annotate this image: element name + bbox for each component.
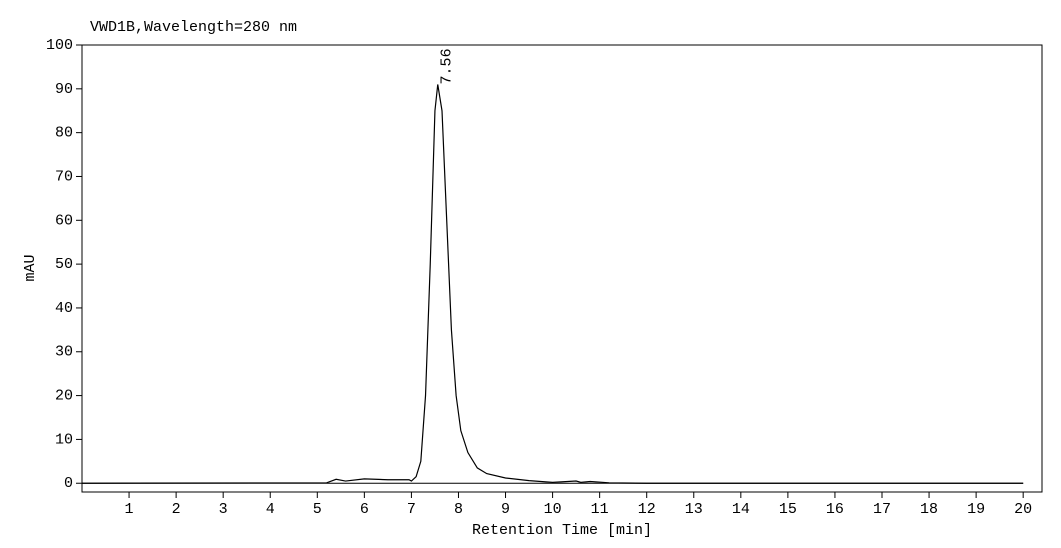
y-tick-label: 0 [64,475,73,492]
y-tick-label: 70 [55,168,73,185]
x-axis-label: Retention Time [min] [472,522,652,539]
x-tick-label: 11 [591,501,609,518]
x-tick-label: 3 [219,501,228,518]
y-tick-label: 100 [46,37,73,54]
x-tick-label: 5 [313,501,322,518]
y-tick-label: 40 [55,300,73,317]
x-tick-label: 10 [544,501,562,518]
y-tick-label: 90 [55,81,73,98]
x-tick-label: 2 [172,501,181,518]
y-tick-label: 50 [55,256,73,273]
x-tick-label: 7 [407,501,416,518]
x-tick-label: 9 [501,501,510,518]
y-tick-label: 60 [55,212,73,229]
x-tick-label: 18 [920,501,938,518]
x-tick-label: 6 [360,501,369,518]
x-tick-label: 8 [454,501,463,518]
y-tick-label: 30 [55,344,73,361]
x-tick-label: 15 [779,501,797,518]
y-axis-label: mAU [22,254,39,281]
x-tick-label: 4 [266,501,275,518]
y-tick-label: 20 [55,388,73,405]
x-tick-label: 16 [826,501,844,518]
x-tick-label: 20 [1014,501,1032,518]
x-tick-label: 19 [967,501,985,518]
y-tick-label: 10 [55,431,73,448]
chart-title: VWD1B,Wavelength=280 nm [90,19,297,36]
x-tick-label: 13 [685,501,703,518]
y-tick-label: 80 [55,125,73,142]
x-tick-label: 12 [638,501,656,518]
plot-frame [81,44,1043,493]
peak-label: 7.56 [439,48,456,84]
trace [81,84,1024,484]
x-tick-label: 17 [873,501,891,518]
x-tick-label: 1 [125,501,134,518]
x-tick-label: 14 [732,501,750,518]
